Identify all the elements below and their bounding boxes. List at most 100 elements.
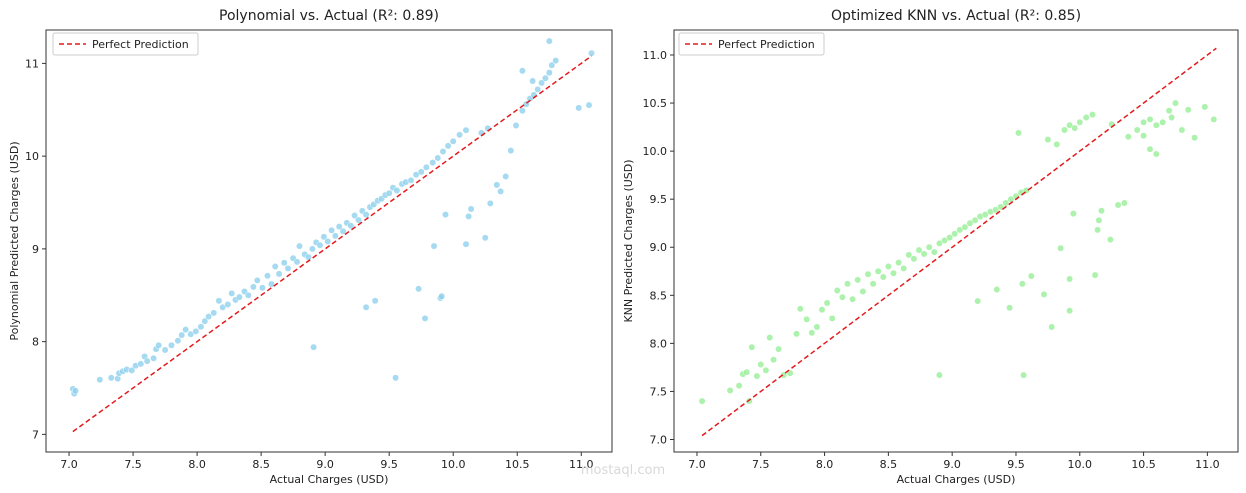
scatter-point xyxy=(486,199,494,207)
scatter-point xyxy=(1124,133,1132,141)
scatter-point xyxy=(439,148,447,155)
scatter-point xyxy=(293,258,301,266)
scatter-point xyxy=(864,270,872,278)
scatter-point xyxy=(362,211,370,219)
scatter-point xyxy=(465,212,473,220)
scatter-point xyxy=(828,314,836,322)
scatter-point xyxy=(320,233,328,241)
scatter-point xyxy=(1140,118,1148,126)
scatter-point xyxy=(415,285,423,293)
scatter-point xyxy=(1159,118,1167,126)
scatter-point xyxy=(182,326,190,334)
y-tick-label: 9.0 xyxy=(650,241,668,254)
scatter-point xyxy=(444,142,452,150)
scatter-point xyxy=(1095,216,1103,224)
scatter-point xyxy=(941,237,948,244)
scatter-point xyxy=(481,234,489,242)
scatter-point xyxy=(407,176,415,184)
x-tick-label: 10.0 xyxy=(1068,458,1093,471)
scatter-point xyxy=(456,131,464,139)
scatter-points xyxy=(69,37,595,398)
scatter-point xyxy=(1168,114,1176,121)
scatter-point xyxy=(780,371,788,379)
scatter-point xyxy=(1018,280,1026,288)
scatter-point xyxy=(1165,107,1173,115)
y-tick-label: 7 xyxy=(32,428,39,441)
scatter-point xyxy=(1015,129,1022,137)
scatter-point xyxy=(215,297,223,305)
scatter-point xyxy=(1082,114,1090,121)
x-tick-label: 7.5 xyxy=(124,458,142,471)
scatter-point xyxy=(324,238,332,245)
scatter-point xyxy=(1044,136,1052,144)
x-axis-label: Actual Charges (USD) xyxy=(897,473,1016,486)
x-tick-label: 8.5 xyxy=(252,458,270,471)
scatter-point xyxy=(859,288,867,295)
scatter-point xyxy=(775,345,783,353)
scatter-point xyxy=(502,173,510,180)
scatter-point xyxy=(362,303,370,311)
scatter-point xyxy=(351,212,359,219)
scatter-point xyxy=(1210,115,1218,123)
scatter-point xyxy=(253,276,261,284)
scatter-point xyxy=(770,356,777,364)
scatter-point xyxy=(900,264,908,272)
scatter-point xyxy=(823,299,831,307)
legend: Perfect Prediction xyxy=(52,32,199,56)
scatter-point xyxy=(1020,371,1028,379)
x-tick-label: 11.0 xyxy=(1195,458,1220,471)
scatter-point xyxy=(497,187,505,195)
y-tick-label: 10.5 xyxy=(643,97,668,110)
y-tick-label: 10.0 xyxy=(643,145,668,158)
legend-label: Perfect Prediction xyxy=(718,38,815,51)
watermark: mostaql.com xyxy=(581,463,665,478)
x-axis-ticks: 7.0 7.5 8.0 8.5 9.0 9.5 10.0 10.5 11.0 xyxy=(60,452,594,471)
x-tick-label: 9.0 xyxy=(316,458,334,471)
scatter-point xyxy=(993,286,1001,293)
perfect-prediction-line xyxy=(701,47,1217,437)
scatter-point xyxy=(201,317,209,325)
scatter-point xyxy=(168,341,175,349)
scatter-point xyxy=(930,248,938,256)
scatter-point xyxy=(224,301,232,308)
scatter-point xyxy=(155,341,163,349)
scatter-point xyxy=(838,293,846,301)
scatter-point xyxy=(316,241,324,249)
scatter-point xyxy=(588,49,595,57)
scatter-point xyxy=(753,372,761,380)
y-axis-label: Polynomial Predicted Charges (USD) xyxy=(8,141,21,340)
scatter-point xyxy=(920,250,928,258)
scatter-point xyxy=(545,69,553,77)
scatter-point xyxy=(874,267,882,275)
scatter-point xyxy=(1066,121,1074,129)
x-tick-label: 8.0 xyxy=(816,458,834,471)
scatter-point xyxy=(854,276,862,284)
scatter-point xyxy=(339,227,347,235)
polynomial-chart: Polynomial vs. Actual (R²: 0.89) Actual … xyxy=(8,8,613,486)
perfect-prediction-line xyxy=(72,55,592,433)
scatter-point xyxy=(905,251,913,259)
scatter-point xyxy=(575,104,583,112)
scatter-point xyxy=(150,354,158,362)
scatter-point xyxy=(417,168,425,176)
y-tick-label: 11 xyxy=(25,57,39,70)
scatter-point xyxy=(1066,275,1074,283)
legend-box xyxy=(678,32,825,56)
scatter-point xyxy=(335,223,343,231)
y-tick-label: 9.5 xyxy=(650,193,668,206)
scatter-point xyxy=(895,259,903,267)
scatter-point xyxy=(72,387,79,395)
scatter-point xyxy=(1172,99,1179,107)
scatter-point xyxy=(844,280,851,288)
x-tick-label: 8.5 xyxy=(880,458,898,471)
scatter-point xyxy=(467,205,475,213)
scatter-point xyxy=(1040,290,1048,298)
scatter-point xyxy=(296,242,303,250)
chart-title: Polynomial vs. Actual (R²: 0.89) xyxy=(219,8,439,24)
x-tick-label: 11.0 xyxy=(569,458,594,471)
plot-frame xyxy=(673,29,1239,453)
scatter-point xyxy=(935,239,943,247)
x-tick-label: 7.5 xyxy=(752,458,770,471)
y-tick-label: 8.5 xyxy=(650,289,668,302)
scatter-point xyxy=(438,292,446,300)
